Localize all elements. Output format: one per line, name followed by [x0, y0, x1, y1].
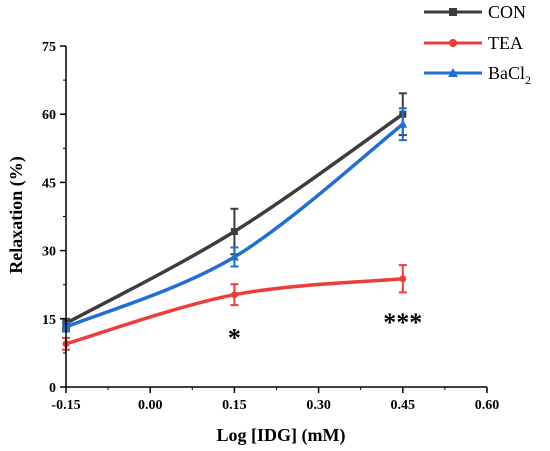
- significance-marker: ***: [383, 308, 422, 337]
- x-tick-label: -0.15: [51, 398, 80, 413]
- x-tick-label: 0.30: [306, 398, 331, 413]
- y-tick-label: 75: [42, 40, 56, 55]
- legend-item-tea: TEA: [424, 33, 523, 53]
- x-tick-label: 0.60: [475, 398, 500, 413]
- legend-marker-bacl2: [448, 68, 458, 77]
- x-tick-label: 0.15: [222, 398, 247, 413]
- legend-item-bacl2: BaCl2: [424, 63, 531, 87]
- x-axis-title: Log [IDG] (mM): [217, 425, 346, 446]
- legend-marker-con: [449, 8, 457, 16]
- legend-marker-tea: [449, 39, 457, 47]
- x-tick-label: 0.45: [391, 398, 416, 413]
- legend-label-con: CON: [488, 2, 526, 22]
- data-point: [230, 228, 238, 236]
- data-point: [229, 252, 239, 261]
- significance-marker: *: [228, 324, 241, 353]
- y-tick-label: 30: [42, 245, 56, 260]
- legend: CON TEA BaCl2: [424, 2, 531, 87]
- legend-label-tea: TEA: [488, 33, 523, 53]
- data-point: [230, 291, 238, 299]
- y-tick-label: 0: [49, 381, 56, 396]
- y-tick-label: 45: [42, 176, 56, 191]
- data-point: [399, 275, 407, 283]
- legend-item-con: CON: [424, 2, 526, 22]
- y-tick-label: 60: [42, 108, 56, 123]
- series-layer: [61, 92, 408, 351]
- data-point: [398, 119, 408, 128]
- annotations: ****: [228, 308, 422, 353]
- y-tick-label: 15: [42, 313, 56, 328]
- y-axis-title: Relaxation (%): [6, 156, 27, 273]
- x-tick-label: 0.00: [138, 398, 163, 413]
- legend-label-bacl2: BaCl2: [488, 63, 531, 87]
- legend-label-bacl2-sub: 2: [525, 73, 531, 87]
- axes-layer: 0 15 30 45 60 75 -0.15 0.00 0.15 0.30 0.45 0.60: [42, 40, 499, 413]
- legend-label-bacl2-main: BaCl: [488, 63, 525, 83]
